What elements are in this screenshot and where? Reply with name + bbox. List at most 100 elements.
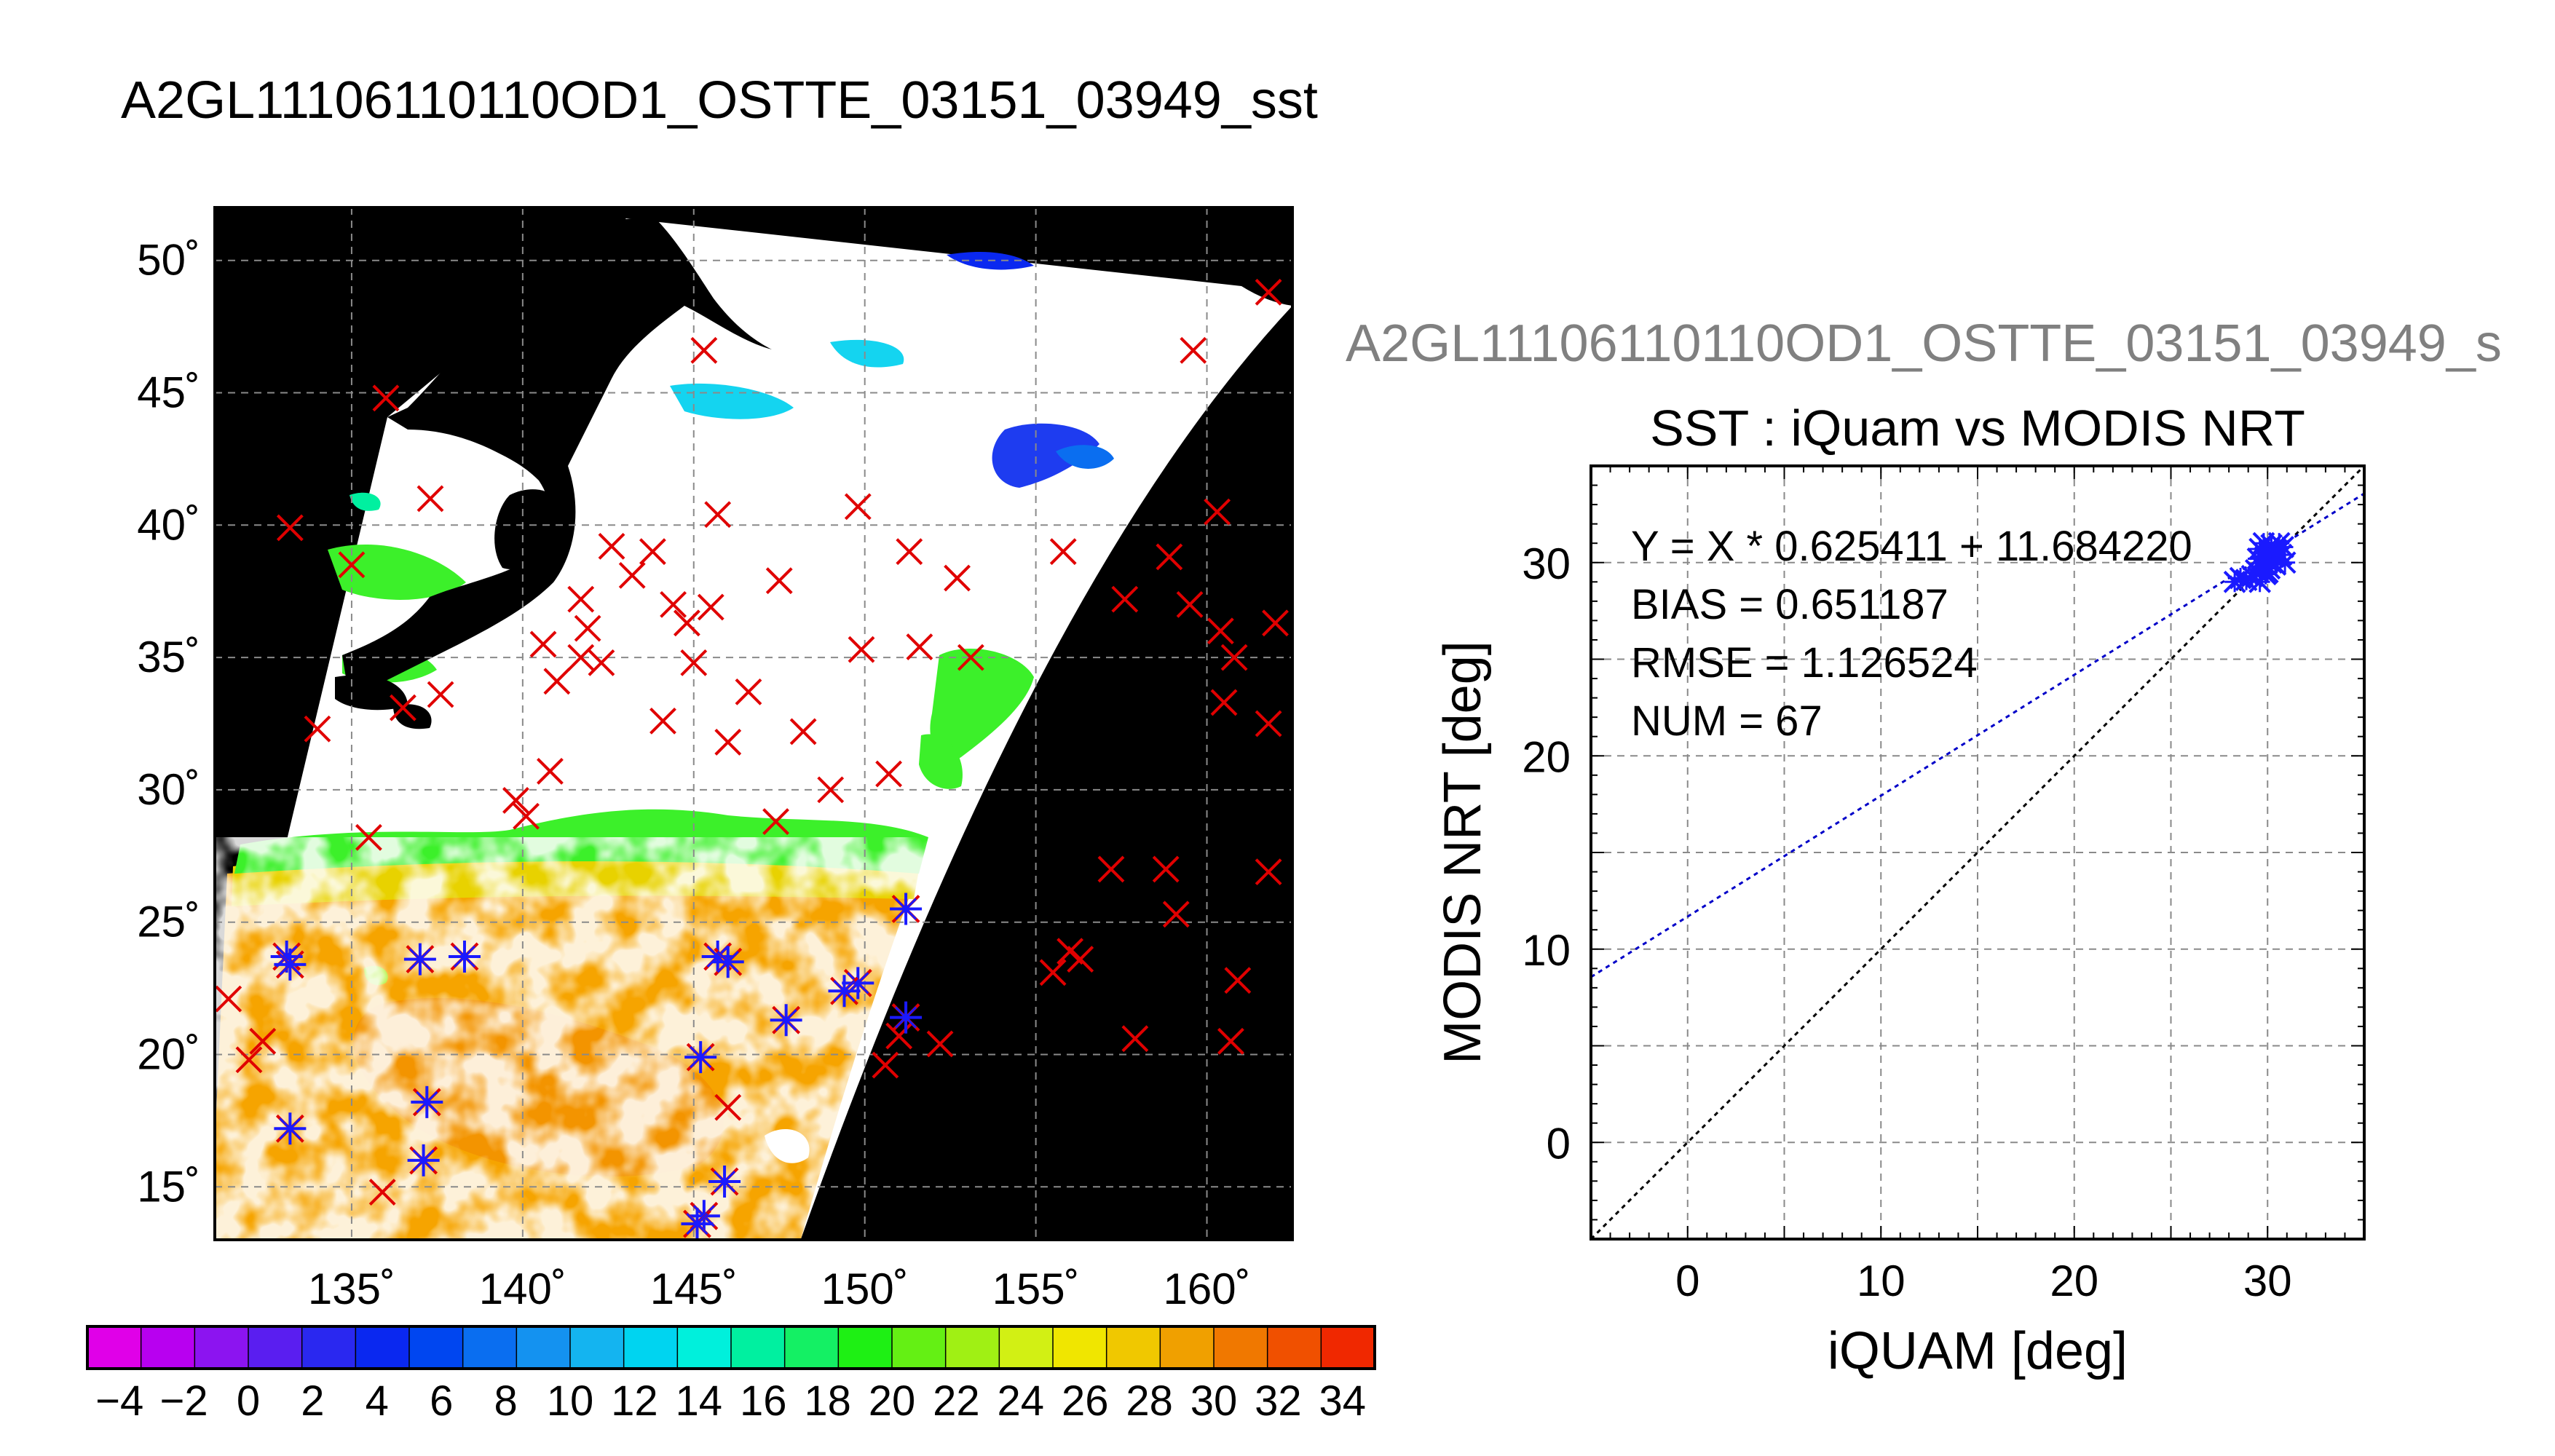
red-x-marker — [1255, 278, 1282, 306]
colorbar-tick: 28 — [1126, 1377, 1173, 1425]
red-x-marker — [338, 551, 366, 579]
red-x-marker — [673, 609, 700, 637]
colorbar-tick: 20 — [869, 1377, 916, 1425]
red-x-marker — [875, 760, 903, 788]
colorbar-cell — [409, 1326, 464, 1369]
blue-star-marker — [274, 1112, 307, 1145]
iquam-markers-matched — [270, 893, 923, 1241]
red-x-marker — [276, 514, 304, 542]
red-x-marker — [235, 1046, 263, 1074]
red-x-marker — [690, 336, 718, 364]
map-lon-tick: 140˚ — [479, 1265, 566, 1313]
colorbar-tick: 16 — [740, 1377, 787, 1425]
red-x-marker — [304, 715, 331, 743]
colorbar-tick: 12 — [611, 1377, 658, 1425]
scatter-x-axis-label: iQUAM [deg] — [1828, 1322, 2128, 1380]
red-x-marker — [844, 493, 872, 521]
red-x-marker — [1152, 855, 1180, 883]
scatter-minor-ticks — [1590, 465, 2365, 1240]
red-x-marker — [848, 636, 875, 663]
map-panel: 135˚ 140˚ 145˚ 150˚ 155˚ 160˚ 15˚ 20˚ 25˚ 30˚ 35˚… — [137, 206, 1294, 1313]
blue-star-marker — [890, 893, 923, 925]
scatter-y-tick-labels: 0 10 20 30 — [1522, 539, 1571, 1168]
colorbar-cell — [1106, 1326, 1161, 1369]
colorbar-cell — [731, 1326, 786, 1369]
scatter-x-tick-labels: 0 10 20 30 — [1675, 1257, 2292, 1305]
colorbar-cell — [1053, 1326, 1107, 1369]
colorbar-tick: 34 — [1319, 1377, 1367, 1425]
map-title: A2GL11106110110OD1_OSTTE_03151_03949_sst — [121, 71, 1318, 130]
red-x-marker — [427, 681, 454, 708]
scatter-y-tick: 0 — [1547, 1119, 1571, 1168]
colorbar-tick: 22 — [933, 1377, 980, 1425]
red-x-marker — [896, 538, 923, 566]
colorbar-tick: 24 — [998, 1377, 1045, 1425]
blue-star-marker — [403, 943, 436, 976]
map-gridlines — [215, 207, 1292, 1240]
red-x-marker — [1255, 710, 1282, 737]
colorbar-tick: 0 — [237, 1377, 260, 1425]
colorbar-tick: 4 — [366, 1377, 389, 1425]
identity-line — [1591, 466, 2364, 1239]
scatter-gridlines — [1591, 466, 2364, 1239]
colorbar-cell — [1267, 1326, 1322, 1369]
red-x-marker — [714, 1093, 742, 1121]
colorbar: −4 −2 0 2 4 6 8 10 12 14 16 18 20 22 24 26 28 30 32 34 — [86, 1325, 1376, 1425]
red-x-marker — [502, 787, 529, 814]
scatter-stat-line: NUM = 67 — [1631, 697, 1823, 745]
scatter-stat-line: Y = X * 0.625411 + 11.684220 — [1631, 523, 2192, 570]
blue-star-marker — [681, 1208, 714, 1241]
red-x-marker — [567, 644, 595, 671]
colorbar-cell — [141, 1326, 196, 1369]
red-x-marker — [906, 633, 933, 660]
colorbar-cell — [892, 1326, 947, 1369]
blue-star-marker — [711, 946, 744, 978]
map-lat-tick: 30˚ — [137, 765, 200, 814]
blue-star-marker — [828, 975, 861, 1008]
red-x-marker — [368, 1179, 396, 1206]
red-x-marker — [529, 630, 557, 658]
red-x-marker — [1220, 644, 1248, 671]
cloud-speckle — [215, 837, 943, 1240]
red-x-marker — [1176, 590, 1204, 618]
red-x-marker — [1039, 959, 1067, 986]
colorbar-cell — [516, 1326, 571, 1369]
red-x-marker — [355, 823, 382, 851]
red-x-marker — [588, 649, 615, 676]
colorbar-cell — [355, 1326, 410, 1369]
map-lat-tick: 40˚ — [137, 500, 200, 549]
map-lat-tick: 35˚ — [137, 633, 200, 681]
blue-star-marker — [770, 1004, 802, 1037]
red-x-marker — [598, 532, 625, 560]
out-of-swath — [801, 306, 1292, 1239]
colorbar-tick: 10 — [547, 1377, 594, 1425]
colorbar-tick: 18 — [804, 1377, 851, 1425]
red-x-marker — [1049, 538, 1077, 566]
red-x-marker — [513, 802, 540, 830]
scatter-stats: Y = X * 0.625411 + 11.684220 BIAS = 0.651… — [1631, 523, 2192, 745]
red-x-marker — [714, 729, 742, 756]
colorbar-cell — [194, 1326, 249, 1369]
red-x-marker — [639, 538, 666, 566]
red-x-marker — [817, 776, 845, 804]
colorbar-cell — [838, 1326, 893, 1369]
blue-star-marker — [411, 1085, 443, 1118]
red-x-marker — [1111, 585, 1139, 613]
colorbar-tick-labels: −4 −2 0 2 4 6 8 10 12 14 16 18 20 22 24 26 28 30 32 34 — [95, 1377, 1366, 1425]
colorbar-tick: 8 — [494, 1377, 517, 1425]
colorbar-cell — [462, 1326, 518, 1369]
colorbar-cell — [301, 1326, 357, 1369]
map-latitude-labels: 15˚ 20˚ 25˚ 30˚ 35˚ 40˚ 45˚ 50˚ — [137, 236, 200, 1211]
red-x-marker — [1210, 689, 1238, 716]
red-x-marker — [762, 808, 789, 835]
red-x-marker — [1224, 967, 1252, 994]
colorbar-frame — [86, 1325, 1376, 1370]
colorbar-tick: 14 — [676, 1377, 723, 1425]
map-frame — [213, 206, 1294, 1241]
scatter-stat-line: BIAS = 0.651187 — [1631, 581, 1948, 628]
scatter-title: SST : iQuam vs MODIS NRT — [1650, 400, 2305, 456]
scatter-x-tick: 10 — [1857, 1257, 1906, 1305]
map-lon-tick: 150˚ — [821, 1265, 909, 1313]
red-x-marker — [1156, 543, 1183, 571]
red-x-marker — [697, 593, 724, 621]
